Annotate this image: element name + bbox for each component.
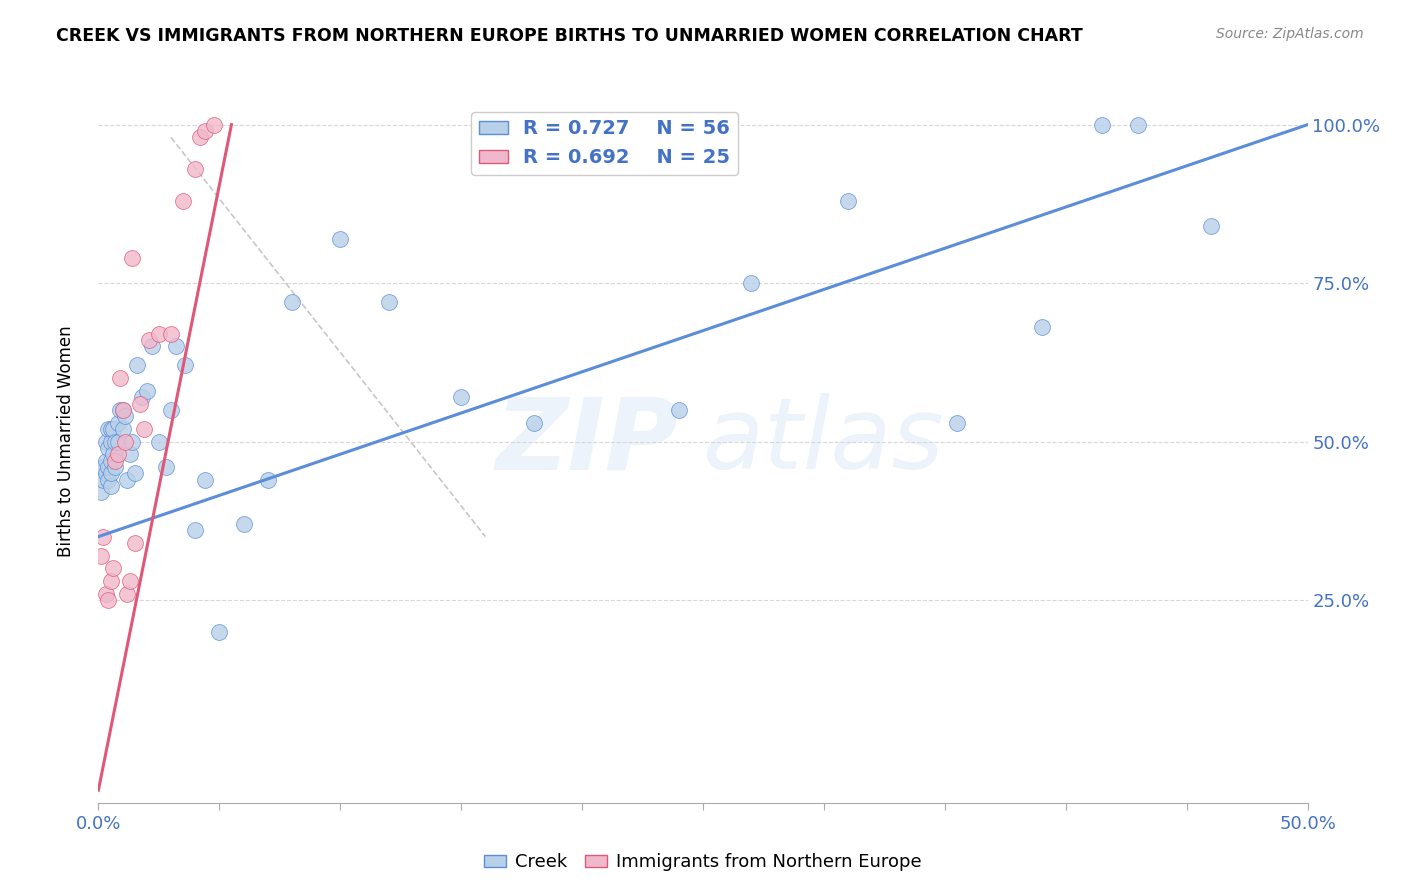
Point (523, 416, 546, 430)
Point (117, 473, 139, 487)
Point (121, 434, 143, 449)
Point (107, 434, 129, 449)
Point (94, 467, 117, 481)
Point (101, 561, 124, 575)
Point (90, 549, 112, 563)
Point (172, 194, 194, 208)
Point (97, 593, 120, 607)
Point (134, 422, 156, 436)
Point (101, 422, 124, 436)
Point (128, 396, 150, 410)
Point (256, 473, 278, 487)
Point (114, 434, 136, 449)
Point (377, 295, 399, 310)
Text: CREEK VS IMMIGRANTS FROM NORTHERN EUROPE BIRTHS TO UNMARRIED WOMEN CORRELATION C: CREEK VS IMMIGRANTS FROM NORTHERN EUROPE… (56, 27, 1083, 45)
Point (148, 326, 170, 341)
Point (124, 467, 146, 481)
Point (138, 333, 160, 347)
Point (148, 434, 170, 449)
Point (204, 118, 226, 132)
Point (97, 441, 120, 455)
Point (740, 276, 762, 290)
Point (1128, 118, 1150, 132)
Point (100, 479, 122, 493)
Point (91, 530, 114, 544)
Point (668, 402, 690, 417)
Point (184, 161, 207, 176)
Point (208, 624, 231, 639)
Point (100, 574, 122, 588)
Point (118, 574, 141, 588)
Point (127, 359, 149, 373)
Point (100, 453, 122, 467)
Point (450, 390, 472, 404)
Point (100, 422, 122, 436)
Point (94, 453, 117, 467)
Point (946, 416, 969, 430)
Point (160, 402, 183, 417)
Point (107, 447, 129, 461)
Point (124, 536, 146, 550)
Point (232, 516, 254, 531)
Point (111, 402, 134, 417)
Point (188, 130, 211, 145)
Point (141, 339, 163, 353)
Point (104, 453, 127, 467)
Point (91, 473, 114, 487)
Point (94, 434, 117, 449)
Point (111, 422, 134, 436)
Point (1091, 118, 1114, 132)
Point (97, 473, 120, 487)
Point (131, 390, 153, 404)
Legend: Creek, Immigrants from Northern Europe: Creek, Immigrants from Northern Europe (477, 847, 929, 879)
Point (100, 467, 122, 481)
Point (160, 326, 183, 341)
Point (837, 194, 859, 208)
Point (118, 447, 141, 461)
Point (104, 434, 127, 449)
Point (97, 422, 120, 436)
Point (108, 402, 131, 417)
Point (91, 459, 114, 474)
Y-axis label: Births to Unmarried Women: Births to Unmarried Women (56, 326, 75, 558)
Point (155, 459, 177, 474)
Point (184, 523, 207, 537)
Point (121, 251, 143, 265)
Point (94, 587, 117, 601)
Text: Source: ZipAtlas.com: Source: ZipAtlas.com (1216, 27, 1364, 41)
Legend: R = 0.727    N = 56, R = 0.692    N = 25: R = 0.727 N = 56, R = 0.692 N = 25 (471, 112, 738, 175)
Point (135, 384, 157, 398)
Point (1199, 219, 1222, 233)
Point (111, 402, 134, 417)
Point (194, 124, 217, 138)
Point (281, 295, 304, 310)
Point (97, 459, 120, 474)
Point (165, 339, 187, 353)
Point (117, 587, 139, 601)
Text: ZIP: ZIP (496, 393, 679, 490)
Point (108, 371, 131, 385)
Point (114, 409, 136, 424)
Point (107, 416, 129, 430)
Point (104, 459, 127, 474)
Point (329, 232, 352, 246)
Point (174, 359, 197, 373)
Text: atlas: atlas (703, 393, 945, 490)
Point (194, 473, 217, 487)
Point (1031, 320, 1053, 334)
Point (90, 485, 112, 500)
Point (101, 447, 124, 461)
Point (100, 434, 122, 449)
